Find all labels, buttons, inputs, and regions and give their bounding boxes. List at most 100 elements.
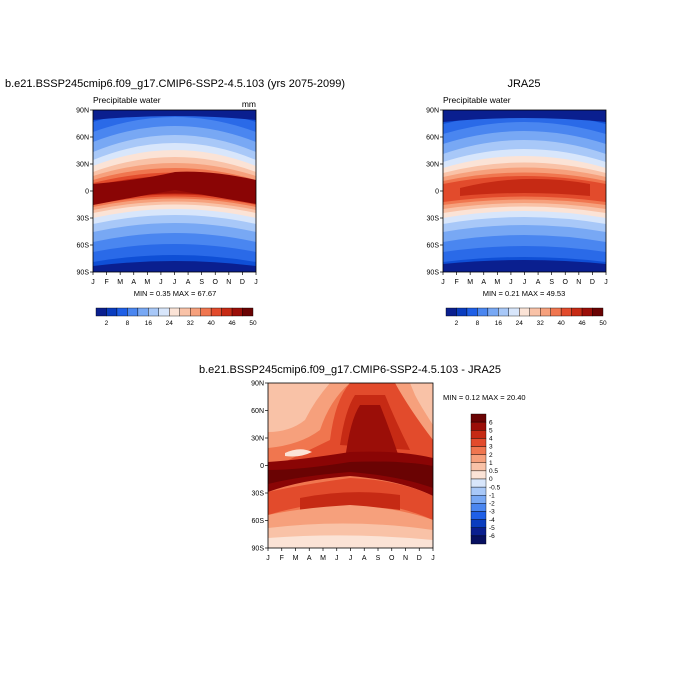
- colorbar-swatch: [242, 307, 254, 317]
- colorbar-swatch: [470, 421, 487, 431]
- colorbar-label: 46: [578, 320, 586, 327]
- panel-1-y-axis: 90N 60N 30N 0 30S 60S 90S: [76, 108, 93, 277]
- colorbar-label: 1: [489, 460, 493, 467]
- colorbar-swatch: [470, 438, 487, 447]
- colorbar-label: -5: [489, 525, 495, 532]
- panel-1: b.e21.BSSP245cmip6.f09_g17.CMIP6-SSP2-4.…: [5, 78, 345, 327]
- colorbar-label: 8: [126, 320, 130, 327]
- colorbar-label: 32: [537, 320, 545, 327]
- colorbar-label: 6: [489, 419, 493, 426]
- colorbar-label: 32: [187, 320, 195, 327]
- colorbar-swatch: [470, 495, 487, 504]
- colorbar-label: 0.5: [489, 468, 498, 475]
- colorbar-swatch: [519, 307, 530, 317]
- colorbar-label: 40: [208, 320, 216, 327]
- panel-3-x-tick-label: J: [431, 555, 435, 562]
- colorbar-swatch: [456, 307, 468, 317]
- panel-2-x-tick-label: O: [563, 279, 569, 286]
- panel-1-title: b.e21.BSSP245cmip6.f09_g17.CMIP6-SSP2-4.…: [5, 78, 345, 90]
- colorbar-swatch: [581, 307, 593, 317]
- panel-3-x-tick-label: A: [362, 555, 367, 562]
- panel-2-x-tick-label: D: [590, 279, 595, 286]
- colorbar-swatch: [470, 462, 487, 472]
- panel-3-x-tick-label: S: [376, 555, 381, 562]
- colorbar-label: 46: [228, 320, 236, 327]
- colorbar-swatch: [498, 307, 510, 317]
- panel-2-y-tick-label: 90S: [427, 270, 440, 277]
- colorbar-swatch: [200, 307, 212, 317]
- colorbar-label: -0.5: [489, 484, 501, 491]
- colorbar-label: 2: [455, 320, 459, 327]
- colorbar-swatch: [148, 307, 159, 317]
- colorbar-swatch: [487, 307, 499, 317]
- colorbar-label: 3: [489, 444, 493, 451]
- colorbar-swatch: [477, 307, 489, 317]
- panel-2-x-tick-label: M: [494, 279, 500, 286]
- panel-1-variable-label: Precipitable water: [93, 95, 161, 105]
- panel-1-x-tick-label: J: [91, 279, 95, 286]
- colorbar-swatch: [592, 307, 604, 317]
- colorbar-swatch: [470, 430, 487, 439]
- panel-1-x-tick-label: A: [131, 279, 136, 286]
- panel-1-min-max: MIN = 0.35 MAX = 67.67: [134, 289, 217, 298]
- panel-2-title: JRA25: [507, 78, 540, 90]
- panel-1-contour-field: [93, 110, 256, 272]
- panel-3-x-tick-label: A: [307, 555, 312, 562]
- panel-1-x-tick-label: M: [117, 279, 123, 286]
- colorbar-label: -4: [489, 517, 495, 524]
- colorbar-swatch: [210, 307, 222, 317]
- panel-3-y-tick-label: 90S: [252, 546, 265, 553]
- colorbar-label: 16: [495, 320, 503, 327]
- panel-3-y-tick-label: 30N: [251, 436, 264, 443]
- colorbar-swatch: [179, 307, 191, 317]
- panel-2-y-tick-label: 60N: [426, 135, 439, 142]
- colorbar-label: 0: [489, 476, 493, 483]
- panel-2-y-tick-label: 30S: [427, 216, 440, 223]
- panel-2-x-tick-label: J: [441, 279, 445, 286]
- colorbar-swatch: [169, 307, 180, 317]
- colorbar-swatch: [470, 486, 487, 496]
- panel-1-y-tick-label: 60S: [77, 243, 90, 250]
- colorbar-label: -3: [489, 509, 495, 516]
- panel-2-y-tick-label: 0: [435, 189, 439, 196]
- panel-2-y-axis: 90N 60N 30N 0 30S 60S 90S: [426, 108, 443, 277]
- colorbar-label: 8: [476, 320, 480, 327]
- colorbar-swatch: [466, 307, 478, 317]
- colorbar-label: 2: [489, 452, 493, 459]
- panel-3-x-tick-label: F: [280, 555, 284, 562]
- panel-1-colorbar: 2 8 16 24 32 40 46 50: [95, 307, 257, 327]
- panel-3-x-tick-label: D: [417, 555, 422, 562]
- colorbar-swatch: [470, 511, 487, 520]
- panel-3: b.e21.BSSP245cmip6.f09_g17.CMIP6-SSP2-4.…: [199, 364, 526, 562]
- colorbar-label: -2: [489, 501, 495, 508]
- panel-1-x-tick-label: J: [254, 279, 258, 286]
- colorbar-swatch: [470, 478, 487, 488]
- panel-2-contour-field: [443, 110, 606, 272]
- panel-3-x-tick-label: M: [320, 555, 326, 562]
- colorbar-swatch: [445, 307, 457, 317]
- colorbar-swatch: [529, 307, 541, 317]
- panel-3-y-tick-label: 30S: [252, 491, 265, 498]
- colorbar-swatch: [508, 307, 520, 317]
- panel-3-y-tick-label: 60N: [251, 408, 264, 415]
- colorbar-swatch: [470, 535, 487, 545]
- panel-2-y-tick-label: 30N: [426, 162, 439, 169]
- colorbar-label: -6: [489, 533, 495, 540]
- colorbar-swatch: [470, 446, 487, 455]
- colorbar-label: 24: [166, 320, 174, 327]
- colorbar-label: 5: [489, 427, 493, 434]
- panel-3-x-tick-label: J: [349, 555, 353, 562]
- panel-1-x-tick-label: A: [186, 279, 191, 286]
- colorbar-swatch: [550, 307, 562, 317]
- panel-1-y-tick-label: 60N: [76, 135, 89, 142]
- panel-3-y-tick-label: 60S: [252, 518, 265, 525]
- colorbar-swatch: [231, 307, 243, 317]
- colorbar-label: 50: [249, 320, 257, 327]
- colorbar-swatch: [470, 413, 487, 423]
- panel-1-x-tick-label: N: [226, 279, 231, 286]
- panel-2-x-tick-label: J: [604, 279, 608, 286]
